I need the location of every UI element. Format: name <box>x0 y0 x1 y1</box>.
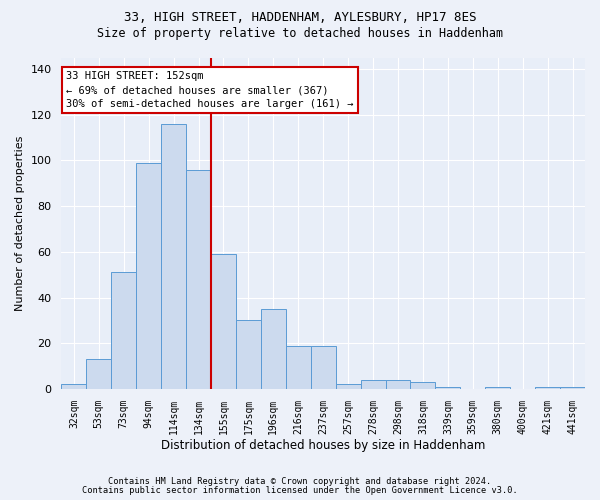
Text: Size of property relative to detached houses in Haddenham: Size of property relative to detached ho… <box>97 28 503 40</box>
Bar <box>386 380 410 389</box>
Text: Contains public sector information licensed under the Open Government Licence v3: Contains public sector information licen… <box>82 486 518 495</box>
Bar <box>161 124 186 389</box>
Bar <box>186 170 211 389</box>
Y-axis label: Number of detached properties: Number of detached properties <box>15 136 25 311</box>
Bar <box>261 309 286 389</box>
Text: 33, HIGH STREET, HADDENHAM, AYLESBURY, HP17 8ES: 33, HIGH STREET, HADDENHAM, AYLESBURY, H… <box>124 11 476 24</box>
Text: 33 HIGH STREET: 152sqm
← 69% of detached houses are smaller (367)
30% of semi-de: 33 HIGH STREET: 152sqm ← 69% of detached… <box>67 71 354 109</box>
Text: Contains HM Land Registry data © Crown copyright and database right 2024.: Contains HM Land Registry data © Crown c… <box>109 477 491 486</box>
Bar <box>410 382 436 389</box>
Bar <box>436 386 460 389</box>
Bar <box>335 384 361 389</box>
Bar <box>286 346 311 389</box>
Bar <box>311 346 335 389</box>
Bar <box>86 360 111 389</box>
Bar <box>111 272 136 389</box>
X-axis label: Distribution of detached houses by size in Haddenham: Distribution of detached houses by size … <box>161 440 485 452</box>
Bar <box>236 320 261 389</box>
Bar <box>361 380 386 389</box>
Bar <box>485 386 510 389</box>
Bar <box>136 162 161 389</box>
Bar <box>211 254 236 389</box>
Bar <box>560 386 585 389</box>
Bar <box>61 384 86 389</box>
Bar <box>535 386 560 389</box>
